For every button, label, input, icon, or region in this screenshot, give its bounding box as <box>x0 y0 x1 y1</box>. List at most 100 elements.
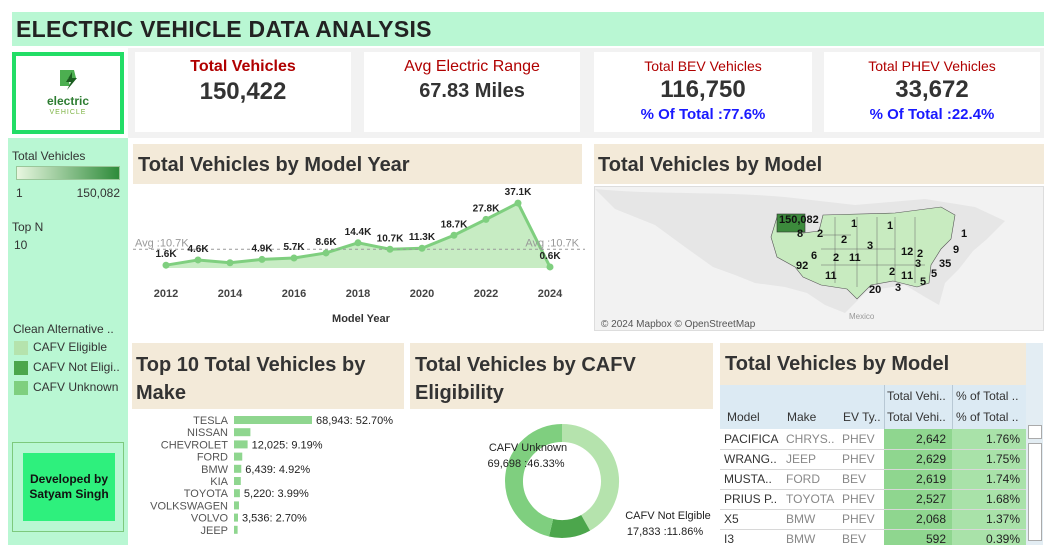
make-bar[interactable] <box>234 452 243 461</box>
state-count-label[interactable]: 92 <box>796 260 808 272</box>
average-label: Avg :10.7K <box>135 237 189 249</box>
state-count-label[interactable]: 2 <box>917 248 923 260</box>
cell-total: 2,619 <box>884 469 952 490</box>
state-count-label[interactable]: 35 <box>939 258 951 270</box>
state-count-label[interactable]: 3 <box>867 240 873 252</box>
logo-line2: VEHICLE <box>50 109 87 116</box>
kpi-total-vehicles: Total Vehicles 150,422 <box>135 52 351 132</box>
state-count-label[interactable]: 11 <box>849 252 861 264</box>
cell-total: 2,068 <box>884 509 952 530</box>
make-bar[interactable] <box>234 440 248 449</box>
state-count-label[interactable]: 9 <box>953 244 959 256</box>
kpi-label: Total BEV Vehicles <box>644 58 762 74</box>
scroll-thumb[interactable] <box>1028 443 1042 541</box>
year-point[interactable] <box>514 199 522 207</box>
col-header-model[interactable]: Model <box>727 410 760 424</box>
make-bar[interactable] <box>234 513 239 522</box>
topn-value[interactable]: 10 <box>14 238 28 252</box>
col-header-total[interactable]: Total Vehi.. <box>887 410 946 424</box>
col-header-pct[interactable]: % of Total .. <box>956 410 1019 424</box>
year-area-fill <box>166 203 550 268</box>
year-data-label: 37.1K <box>505 188 532 198</box>
developer-credit: Developed by Satyam Singh <box>23 453 115 521</box>
kpi-avg-range: Avg Electric Range 67.83 Miles <box>364 52 580 132</box>
table-row[interactable]: WRANG.. JEEP PHEV 2,629 1.75% <box>720 449 1026 470</box>
year-point[interactable] <box>226 259 234 267</box>
table-row[interactable]: I3 BMW BEV 592 0.39% <box>720 529 1026 545</box>
table-row[interactable]: MUSTA.. FORD BEV 2,619 1.74% <box>720 469 1026 490</box>
scroll-up-button[interactable] <box>1028 425 1042 439</box>
state-count-label[interactable]: 1 <box>961 228 967 240</box>
make-bar[interactable] <box>234 464 242 473</box>
cafv-legend-item[interactable]: CAFV Unknown <box>14 380 118 395</box>
year-point[interactable] <box>482 215 490 223</box>
year-data-label: 14.4K <box>345 227 372 238</box>
cafv-legend-item[interactable]: CAFV Not Eligi.. <box>14 360 120 375</box>
donut-slice[interactable] <box>548 514 591 538</box>
make-bar[interactable] <box>234 477 241 485</box>
make-bar[interactable] <box>234 416 312 424</box>
cell-pct: 1.76% <box>952 429 1026 450</box>
swatch-icon <box>14 340 28 355</box>
state-count-label[interactable]: 5 <box>931 268 937 280</box>
year-data-label: 4.6K <box>187 244 209 255</box>
state-count-label[interactable]: 11 <box>825 270 837 282</box>
state-count-label[interactable]: 1 <box>901 270 907 282</box>
make-category-label: TESLA <box>193 415 229 427</box>
year-point[interactable] <box>354 239 362 247</box>
make-data-label: 3,536: 2.70% <box>242 513 307 525</box>
col-header-make[interactable]: Make <box>787 410 817 424</box>
kpi-bev: Total BEV Vehicles 116,750 % Of Total :7… <box>594 52 812 132</box>
cafv-legend-item[interactable]: CAFV Eligible <box>14 340 107 355</box>
col-header-ev-type[interactable]: EV Ty.. <box>843 410 881 424</box>
make-bar[interactable] <box>234 428 251 437</box>
cell-make: BMW <box>782 509 838 530</box>
state-count-label[interactable]: 20 <box>869 284 881 296</box>
state-count-label[interactable]: 1 <box>907 270 913 282</box>
year-area-chart: Avg :10.7K Avg :10.7K1.6K 4.6K 4.9K 5.7K 8.6K… <box>133 188 585 325</box>
cell-pct: 1.68% <box>952 489 1026 510</box>
donut-slice[interactable] <box>505 424 563 537</box>
year-point[interactable] <box>546 263 554 271</box>
year-point[interactable] <box>194 256 202 264</box>
state-count-label[interactable]: 2 <box>841 234 847 246</box>
swatch-icon <box>14 380 28 395</box>
year-point[interactable] <box>322 249 330 257</box>
state-count-label[interactable]: 6 <box>811 250 817 262</box>
state-count-label[interactable]: 2 <box>889 266 895 278</box>
make-bar[interactable] <box>234 489 240 498</box>
cell-make: CHRYS.. <box>782 429 838 450</box>
table-row[interactable]: X5 BMW PHEV 2,068 1.37% <box>720 509 1026 530</box>
state-count-label[interactable]: 2 <box>833 252 839 264</box>
cell-make: FORD <box>782 469 838 490</box>
donut-slice[interactable] <box>561 424 619 531</box>
year-point[interactable] <box>258 255 266 263</box>
map-panel: Total Vehicles by Model 150,082 8 2 1 2 3 1 92 6… <box>594 140 1044 337</box>
year-point[interactable] <box>418 244 426 252</box>
state-count-label[interactable]: 5 <box>920 276 926 288</box>
table-scrollbar[interactable] <box>1026 343 1043 545</box>
state-count-label[interactable]: 1 <box>887 220 893 232</box>
kpi-value: 150,422 <box>199 78 287 105</box>
cafv-filter-title: Clean Alternative .. <box>13 322 114 336</box>
year-point[interactable] <box>386 245 394 253</box>
year-point[interactable] <box>450 231 458 239</box>
us-map[interactable]: 150,082 8 2 1 2 3 1 92 6 2 11 12 2 3 35 9 11 2 1 5 20 3 1 5 1 © … <box>594 186 1044 331</box>
average-label: Avg :10.7K <box>525 237 579 249</box>
state-count-label[interactable]: 3 <box>915 258 921 270</box>
table-row[interactable]: PRIUS P.. TOYOTA PHEV 2,527 1.68% <box>720 489 1026 510</box>
state-count-label[interactable]: 8 <box>797 228 803 240</box>
year-point[interactable] <box>290 254 298 262</box>
state-count-label[interactable]: 3 <box>895 282 901 294</box>
legend-max: 150,082 <box>76 186 120 200</box>
make-bar[interactable] <box>234 501 239 510</box>
table-row[interactable]: PACIFICA CHRYS.. PHEV 2,642 1.76% <box>720 429 1026 450</box>
state-count-label[interactable]: 150,082 <box>779 214 819 226</box>
make-category-label: JEEP <box>200 525 228 537</box>
state-count-label[interactable]: 1 <box>851 218 857 230</box>
year-point[interactable] <box>162 261 170 269</box>
state-count-label[interactable]: 12 <box>901 246 913 258</box>
state-count-label[interactable]: 2 <box>817 228 823 240</box>
make-bar[interactable] <box>234 525 238 534</box>
